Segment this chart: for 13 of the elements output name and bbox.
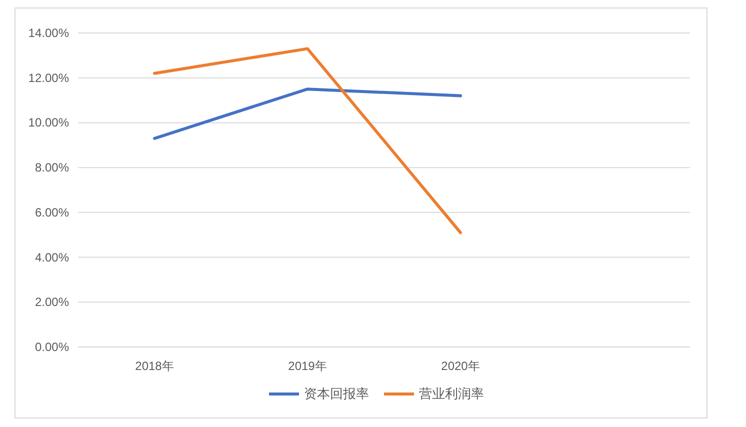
y-tick-label: 4.00%	[34, 250, 70, 264]
y-tick-label: 6.00%	[34, 205, 70, 220]
x-tick-label: 2018年	[135, 359, 174, 373]
y-tick-label: 12.00%	[28, 70, 70, 85]
legend-label: 营业利润率	[419, 386, 484, 401]
y-tick-label: 14.00%	[28, 26, 70, 40]
y-tick-label: 10.00%	[28, 116, 70, 130]
y-tick-label: 8.00%	[34, 160, 70, 175]
x-tick-label: 2019年	[288, 359, 327, 373]
legend-label: 资本回报率	[304, 386, 369, 401]
y-tick-label: 2.00%	[34, 295, 70, 310]
y-tick-label: 0.00%	[34, 340, 70, 354]
x-tick-label: 2020年	[441, 359, 480, 373]
